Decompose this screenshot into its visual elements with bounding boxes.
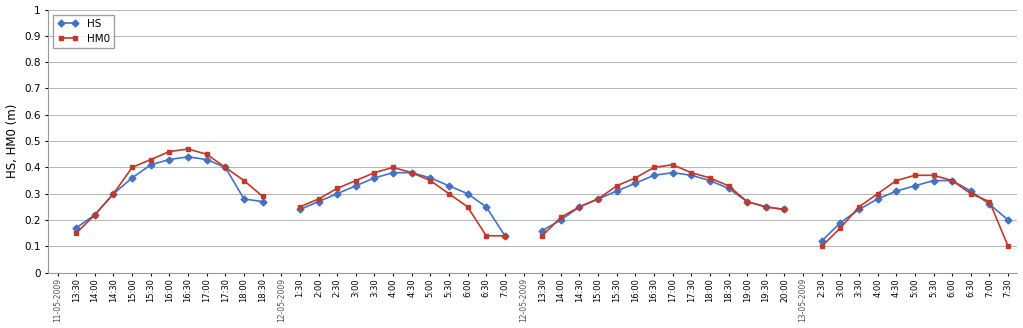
- Y-axis label: HS, HM0 (m): HS, HM0 (m): [5, 104, 18, 178]
- Legend: HS, HM0: HS, HM0: [53, 15, 115, 48]
- HS: [928, 178, 940, 182]
- HS: [126, 176, 138, 180]
- HM0: [499, 234, 512, 238]
- HS: [387, 171, 399, 174]
- HM0: [667, 163, 679, 167]
- Line: HM0: HM0: [74, 147, 1011, 249]
- HM0: [387, 165, 399, 169]
- HM0: [629, 176, 641, 180]
- HM0: [1002, 244, 1014, 248]
- HS: [499, 234, 512, 238]
- HM0: [126, 165, 138, 169]
- HS: [629, 181, 641, 185]
- Line: HS: HS: [74, 154, 1011, 243]
- HS: [667, 171, 679, 174]
- HM0: [928, 173, 940, 177]
- HS: [1002, 218, 1014, 222]
